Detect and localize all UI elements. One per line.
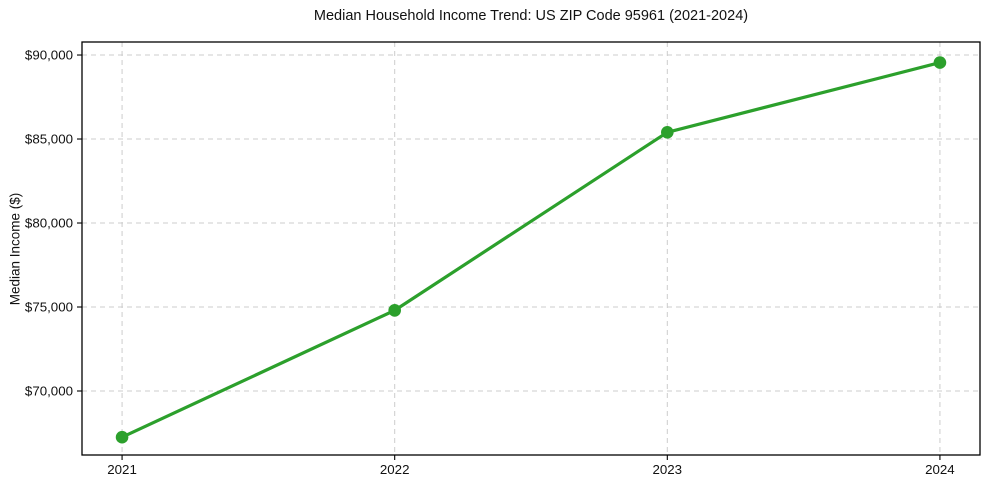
x-tick-label: 2021 — [107, 462, 137, 477]
x-tick-label: 2022 — [380, 462, 410, 477]
data-point-marker — [388, 304, 401, 317]
data-point-marker — [933, 56, 947, 69]
data-point-marker — [661, 125, 674, 139]
chart-title: Median Household Income Trend: US ZIP Co… — [313, 8, 749, 24]
x-tick-label: 2024 — [925, 462, 955, 477]
y-tick-label: $80,000 — [25, 216, 73, 231]
y-tick-label: $85,000 — [25, 132, 73, 147]
y-tick-label: $90,000 — [25, 48, 73, 63]
y-tick-label: $70,000 — [25, 383, 73, 398]
income-trend-line — [121, 61, 941, 439]
axes-frame — [81, 41, 981, 456]
y-tick-label: $75,000 — [25, 300, 73, 315]
data-point-marker — [115, 430, 129, 444]
x-tick-label: 2023 — [653, 462, 683, 477]
